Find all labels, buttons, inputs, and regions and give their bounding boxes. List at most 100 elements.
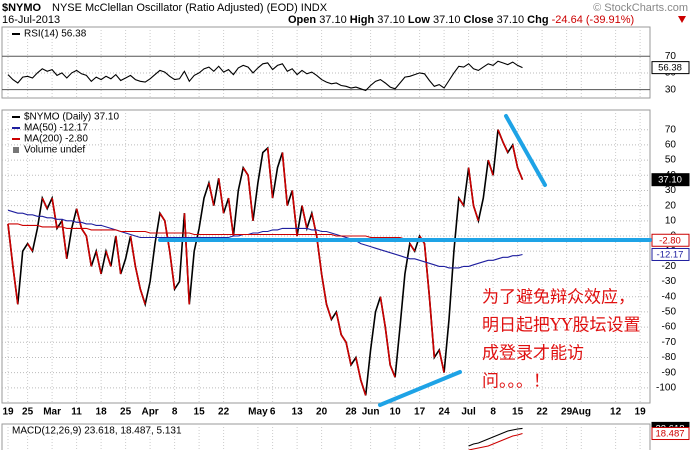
legend-label: MA(50) -12.17 — [24, 123, 88, 134]
panel-frame — [1, 109, 651, 404]
y-tick-label: 20 — [665, 200, 677, 211]
down-segment — [75, 208, 83, 229]
down-segment — [51, 197, 58, 229]
y-tick-label: -80 — [662, 352, 677, 363]
annotation-text: 问。。。！ — [482, 372, 550, 392]
down-segment — [266, 147, 274, 199]
value-box-label: 56.38 — [658, 63, 682, 74]
down-segment — [242, 167, 249, 176]
down-segment — [315, 235, 323, 275]
down-segment — [183, 213, 191, 305]
down-segment — [502, 141, 509, 153]
plot-area — [468, 427, 523, 450]
down-segment — [409, 243, 416, 252]
down-segment — [345, 342, 352, 366]
y-tick-label: 30 — [665, 84, 677, 95]
down-segment — [487, 159, 494, 176]
quote-value: -24.64 (-39.91%) — [552, 14, 635, 26]
x-tick-label: 13 — [292, 407, 304, 418]
down-segment — [129, 235, 137, 267]
down-segment — [467, 167, 475, 206]
down-segment — [281, 152, 289, 206]
x-tick-label: Jun — [362, 407, 380, 418]
x-tick-label: 19 — [2, 407, 14, 418]
panel-frame — [1, 26, 651, 99]
legend-label: RSI(14) 56.38 — [24, 29, 87, 40]
annotation-text: 为了避免辩众效应， — [482, 288, 635, 308]
x-tick-label: Apr — [141, 407, 158, 418]
down-segment — [247, 175, 254, 221]
y-tick-label: -50 — [662, 307, 677, 318]
x-tick-label: 28 — [345, 407, 357, 418]
y-tick-label: -90 — [662, 367, 677, 378]
x-tick-label: Aug — [572, 407, 591, 418]
down-segment — [301, 205, 308, 229]
annotation-text: 明日起把YY股坛设置 — [482, 316, 640, 336]
annotation-stroke — [504, 114, 547, 187]
y-tick-label: 30 — [665, 185, 677, 196]
down-segment — [325, 304, 333, 320]
quote: Open 37.10 High 37.10 Low 37.10 Close 37… — [288, 14, 634, 26]
quote-label: High — [350, 14, 375, 26]
x-tick-label: 25 — [120, 407, 132, 418]
y-tick-label: 10 — [665, 215, 677, 226]
quote-value: 37.10 — [319, 14, 347, 26]
value-box — [651, 173, 690, 187]
down-segment — [340, 334, 347, 343]
symbol: $NYMO — [2, 2, 42, 14]
chart-title: NYSE McClellan Oscillator (Ratio Adjuste… — [52, 2, 328, 14]
quote-label: Low — [408, 14, 430, 26]
annotation-text: 成登录才能访 — [482, 344, 584, 364]
annotation-stroke — [378, 370, 462, 407]
value-box — [651, 247, 690, 261]
value-box — [651, 61, 690, 75]
x-tick-label: 15 — [512, 407, 524, 418]
down-segment — [379, 296, 387, 328]
x-tick-label: 22 — [537, 407, 549, 418]
y-tick-label: -100 — [656, 382, 676, 393]
down-segment — [139, 288, 146, 305]
series-line — [7, 209, 523, 269]
x-tick-label: 29 — [561, 407, 573, 418]
legend-label: MACD(12,26,9) 23.618, 18.487, 5.131 — [12, 426, 182, 437]
legend-label: Volume undef — [24, 145, 85, 156]
plot-area — [7, 129, 524, 396]
down-segment — [320, 273, 328, 305]
x-tick-label: 18 — [96, 407, 108, 418]
value-box — [651, 233, 690, 247]
x-tick-label: Mar — [43, 407, 61, 418]
down-segment — [26, 243, 34, 252]
legend-label: MA(200) -2.80 — [24, 134, 88, 145]
y-tick-label: 70 — [665, 124, 677, 135]
x-tick-label: 19 — [635, 407, 647, 418]
down-segment — [85, 235, 93, 267]
down-segment — [389, 364, 396, 378]
x-tick-label: 8 — [490, 407, 496, 418]
value-box-label: -12.17 — [657, 249, 684, 260]
x-tick-label: Jul — [461, 407, 476, 418]
x-tick-label: 8 — [172, 407, 178, 418]
copyright: © StockCharts.com — [593, 2, 688, 14]
y-tick-label: 60 — [665, 140, 677, 151]
value-box-label: -2.80 — [659, 235, 681, 246]
down-segment — [7, 223, 14, 267]
down-segment — [472, 205, 480, 222]
y-tick-label: -40 — [662, 291, 677, 302]
down-arrow — [678, 16, 686, 23]
x-tick-label: 22 — [218, 407, 230, 418]
down-segment — [208, 182, 215, 206]
down-segment — [164, 220, 171, 252]
down-segment — [41, 197, 48, 210]
down-segment — [497, 129, 504, 143]
date: 16-Jul-2013 — [2, 14, 60, 26]
y-tick-label: -70 — [662, 337, 677, 348]
quote-value: 37.10 — [377, 14, 405, 26]
quote-label: Close — [464, 14, 494, 26]
down-segment — [95, 251, 102, 275]
y-tick-label: -60 — [662, 322, 677, 333]
down-segment — [384, 326, 391, 366]
x-tick-label: 20 — [316, 407, 328, 418]
down-segment — [428, 296, 436, 358]
quote-label: Chg — [527, 14, 548, 26]
